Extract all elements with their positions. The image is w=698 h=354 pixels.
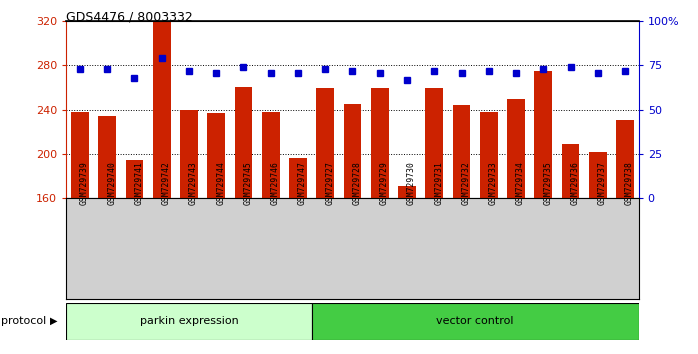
Bar	[180, 110, 198, 198]
Text: GSM729731: GSM729731	[434, 161, 443, 205]
Bar	[425, 88, 443, 198]
Bar	[452, 105, 470, 198]
Text: GSM729730: GSM729730	[407, 161, 416, 205]
Bar	[343, 104, 362, 198]
Text: GSM729746: GSM729746	[271, 161, 280, 205]
Text: GSM729740: GSM729740	[107, 161, 116, 205]
Bar	[153, 21, 170, 198]
Text: GSM729733: GSM729733	[489, 161, 498, 205]
Bar	[71, 112, 89, 198]
Bar	[316, 88, 334, 198]
Text: GSM729732: GSM729732	[461, 161, 470, 205]
Bar	[616, 120, 634, 198]
Bar	[207, 113, 225, 198]
Text: GSM729727: GSM729727	[325, 161, 334, 205]
Bar	[235, 86, 253, 198]
Bar	[371, 88, 389, 198]
Text: GDS4476 / 8003332: GDS4476 / 8003332	[66, 11, 193, 24]
Text: GSM729742: GSM729742	[162, 161, 171, 205]
Text: GSM729743: GSM729743	[189, 161, 198, 205]
Bar	[289, 159, 307, 198]
Text: GSM729741: GSM729741	[135, 161, 144, 205]
Bar	[311, 303, 639, 340]
Bar	[535, 71, 552, 198]
Bar	[66, 303, 311, 340]
Text: GSM729745: GSM729745	[244, 161, 253, 205]
Bar	[589, 152, 607, 198]
Bar	[507, 99, 525, 198]
Bar	[562, 144, 579, 198]
Bar	[398, 186, 416, 198]
Text: vector control: vector control	[436, 316, 514, 326]
Text: GSM729729: GSM729729	[380, 161, 389, 205]
Text: ▶: ▶	[50, 316, 58, 326]
Bar	[262, 112, 280, 198]
Text: GSM729739: GSM729739	[80, 161, 89, 205]
Bar	[98, 116, 116, 198]
Text: protocol: protocol	[1, 316, 47, 326]
Text: GSM729737: GSM729737	[597, 161, 607, 205]
Text: parkin expression: parkin expression	[140, 316, 238, 326]
Text: GSM729734: GSM729734	[516, 161, 525, 205]
Text: GSM729747: GSM729747	[298, 161, 307, 205]
Text: GSM729735: GSM729735	[543, 161, 552, 205]
Text: GSM729738: GSM729738	[625, 161, 634, 205]
Text: GSM729728: GSM729728	[352, 161, 362, 205]
Text: GSM729744: GSM729744	[216, 161, 225, 205]
Bar	[126, 160, 143, 198]
Bar	[480, 112, 498, 198]
Text: GSM729736: GSM729736	[570, 161, 579, 205]
